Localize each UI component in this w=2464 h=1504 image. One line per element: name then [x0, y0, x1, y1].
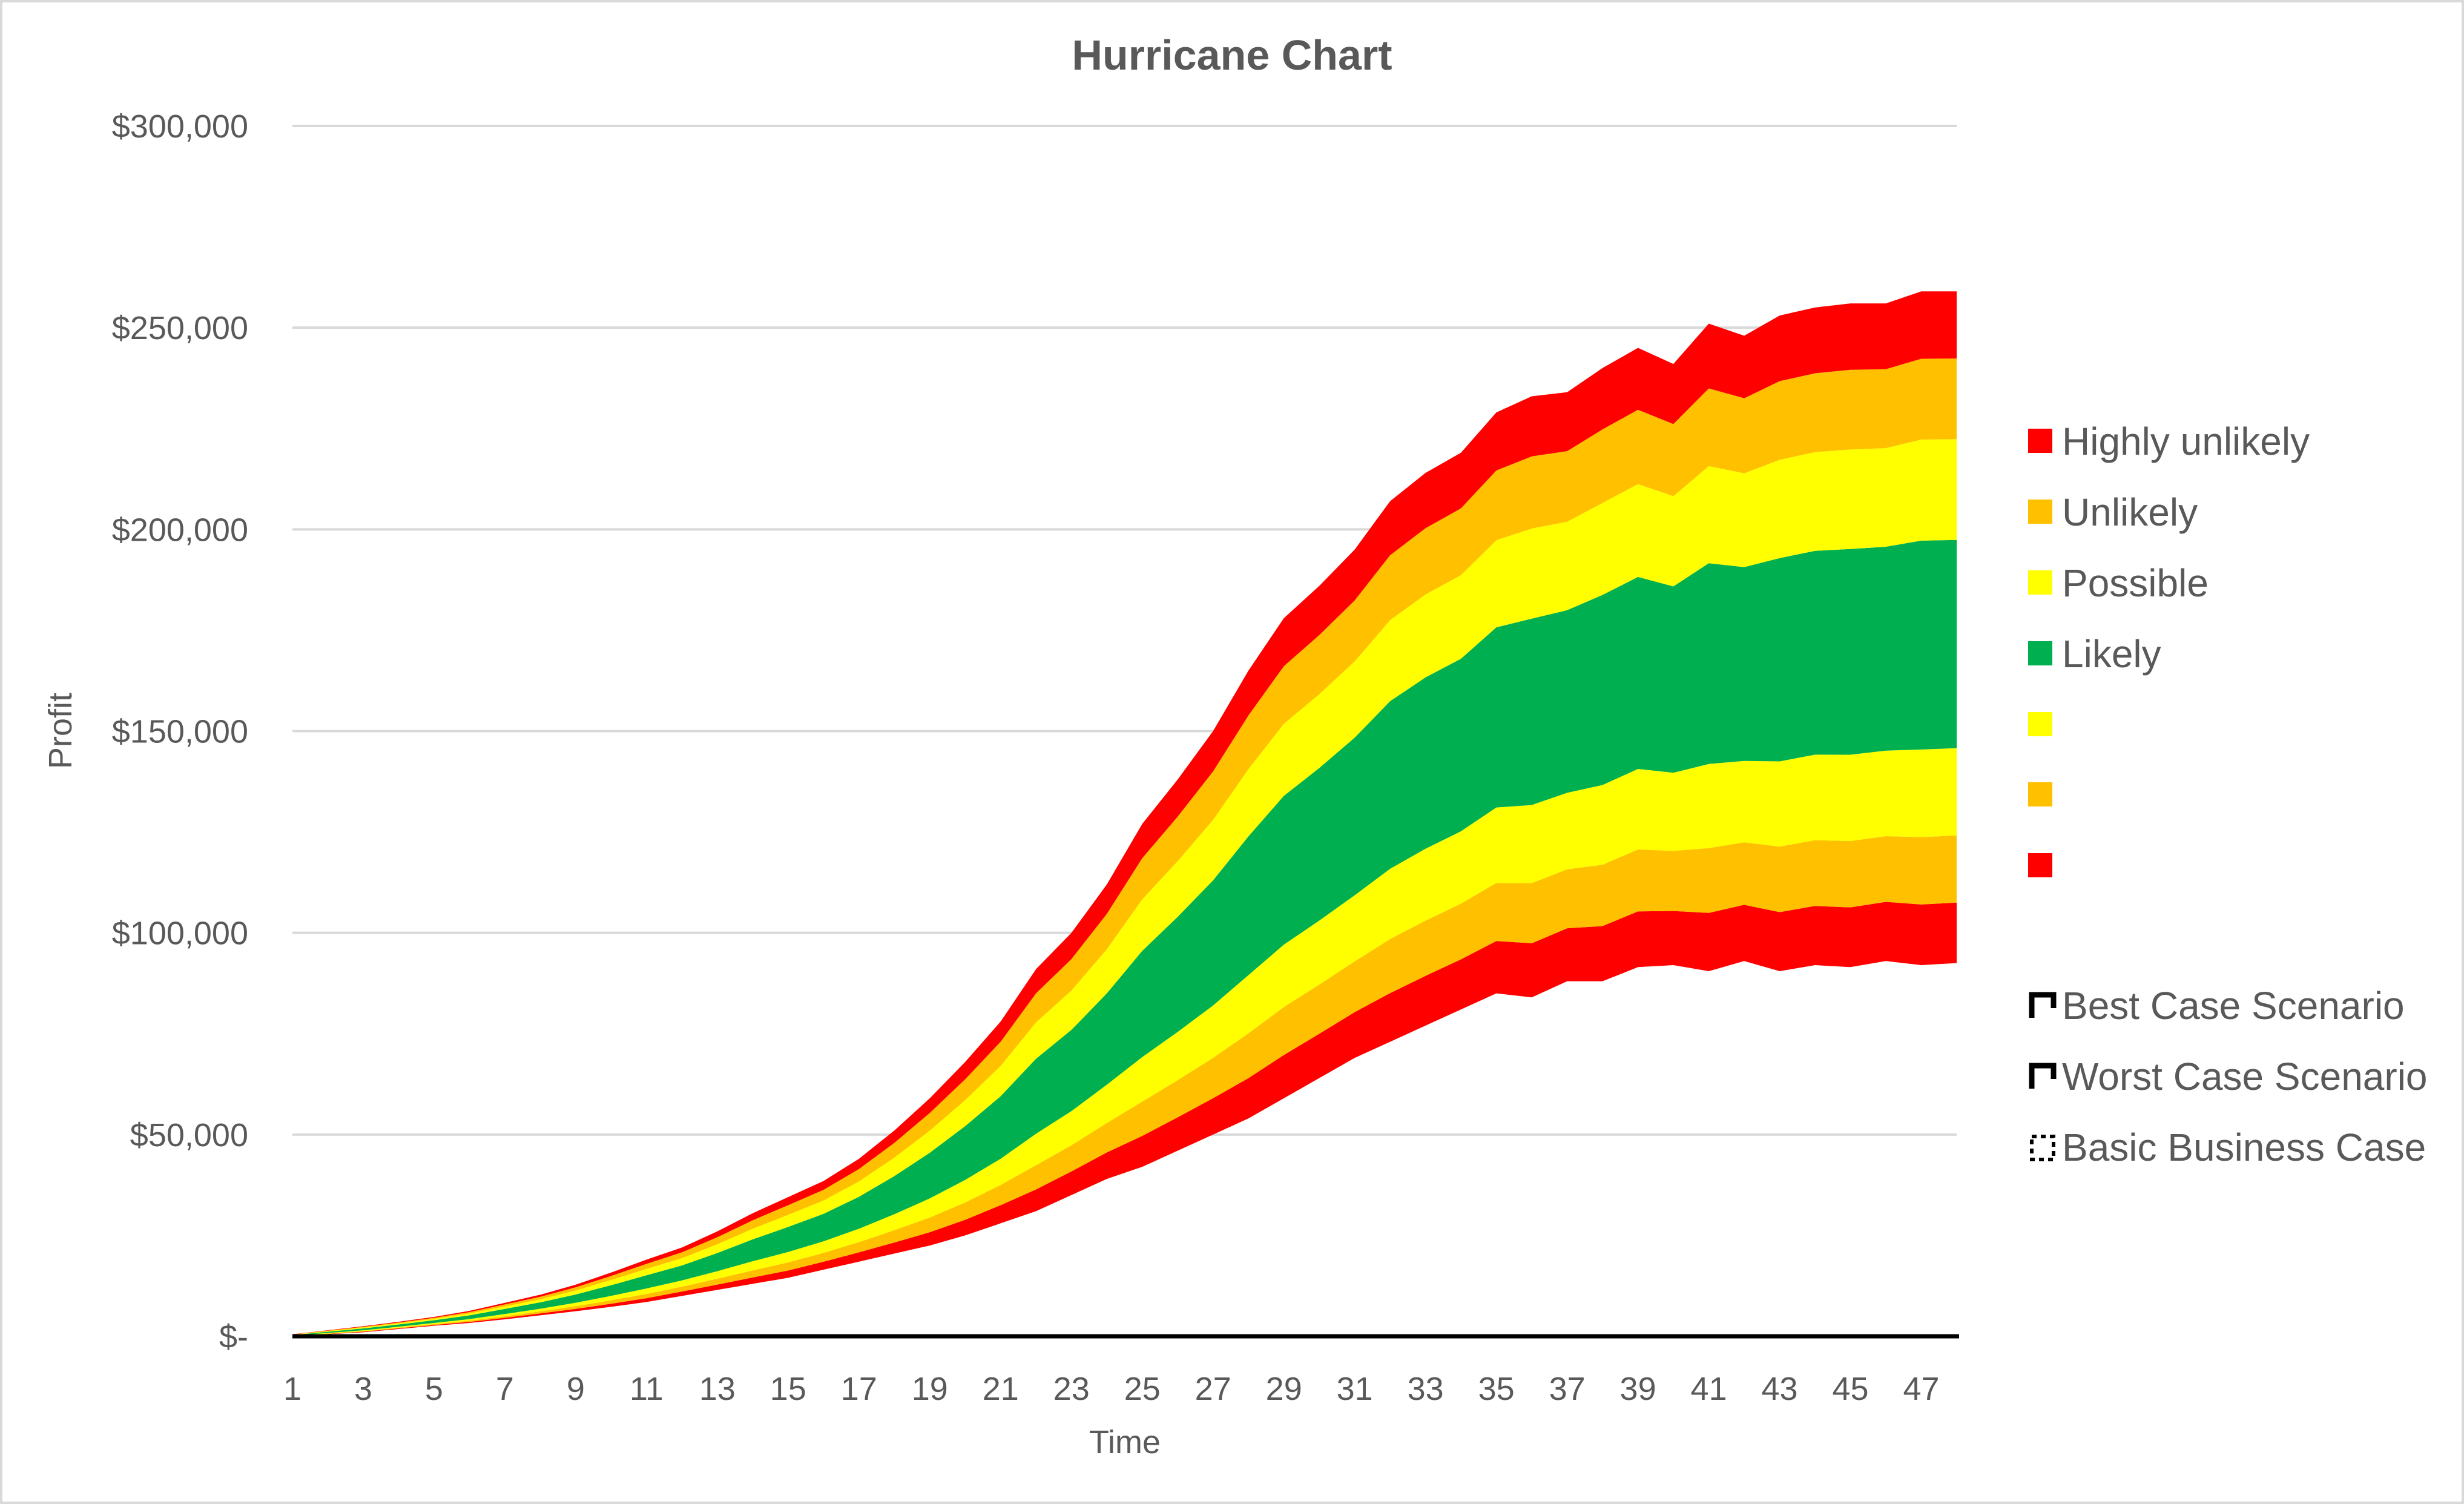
- y-axis-tick-labels: $- $50,000 $100,000 $150,000 $200,000 $250,00…: [112, 108, 248, 1355]
- y-tick-label: $100,000: [112, 915, 248, 952]
- legend-swatch: [2028, 641, 2052, 665]
- legend-swatch: [2028, 712, 2052, 736]
- x-tick-label: 7: [496, 1371, 514, 1407]
- legend-label: Unlikely: [2062, 490, 2198, 534]
- legend-line-icon: [2030, 1135, 2055, 1161]
- y-tick-label: $250,000: [112, 310, 248, 346]
- legend-item: [2028, 853, 2052, 877]
- legend-line-icon: [2029, 1063, 2057, 1089]
- x-tick-label: 33: [1408, 1371, 1444, 1407]
- legend-label: Basic Business Case: [2062, 1126, 2426, 1169]
- legend-swatch: [2028, 570, 2052, 595]
- legend-label: Possible: [2062, 561, 2209, 605]
- x-tick-label: 1: [283, 1371, 301, 1407]
- x-tick-label: 35: [1478, 1371, 1515, 1407]
- legend: Highly unlikely Unlikely Possible Likely Bes…: [2028, 420, 2428, 1169]
- x-tick-label: 37: [1549, 1371, 1586, 1407]
- legend-swatch: [2028, 782, 2052, 806]
- legend-swatch: [2028, 429, 2052, 453]
- x-tick-label: 17: [841, 1371, 877, 1407]
- y-tick-label: $200,000: [112, 512, 248, 548]
- x-tick-label: 15: [770, 1371, 806, 1407]
- y-tick-label: $50,000: [130, 1117, 248, 1153]
- legend-label: Likely: [2062, 632, 2161, 676]
- legend-item: Highly unlikely: [2028, 420, 2310, 463]
- legend-item: Best Case Scenario: [2029, 984, 2405, 1027]
- x-tick-label: 9: [567, 1371, 585, 1407]
- area-band-6: [292, 358, 1957, 1335]
- legend-line-icon: [2029, 992, 2057, 1018]
- legend-item: Basic Business Case: [2030, 1126, 2426, 1169]
- x-tick-label: 11: [630, 1371, 664, 1407]
- x-tick-label: 23: [1053, 1371, 1090, 1407]
- legend-label: Worst Case Scenario: [2062, 1055, 2428, 1098]
- y-tick-label: $150,000: [112, 714, 248, 750]
- x-axis-tick-labels: 1 3 5 7 9 11 13 15 17 19 21 23 25 27 29 31 33 35 37 39 41 43 4…: [283, 1371, 1940, 1407]
- legend-swatch: [2028, 853, 2052, 877]
- legend-item: Likely: [2028, 632, 2161, 676]
- x-axis-title: Time: [1089, 1424, 1161, 1460]
- x-tick-label: 31: [1337, 1371, 1373, 1407]
- x-tick-label: 25: [1124, 1371, 1161, 1407]
- x-tick-label: 21: [983, 1371, 1019, 1407]
- legend-label: Highly unlikely: [2062, 420, 2310, 463]
- area-band-4: [292, 539, 1957, 1336]
- area-band-5: [292, 439, 1957, 1335]
- area-band-3: [292, 748, 1957, 1336]
- chart-title: Hurricane Chart: [1072, 31, 1392, 79]
- legend-item: Worst Case Scenario: [2029, 1055, 2428, 1098]
- y-tick-label: $-: [219, 1319, 248, 1355]
- y-axis-title: Profit: [42, 693, 79, 769]
- x-tick-label: 3: [354, 1371, 372, 1407]
- legend-item: [2028, 782, 2052, 806]
- x-tick-label: 27: [1195, 1371, 1231, 1407]
- x-tick-label: 45: [1832, 1371, 1868, 1407]
- x-tick-label: 29: [1266, 1371, 1302, 1407]
- x-tick-label: 43: [1762, 1371, 1798, 1407]
- legend-item: Unlikely: [2028, 490, 2198, 534]
- legend-swatch: [2028, 500, 2052, 524]
- legend-item: Possible: [2028, 561, 2209, 605]
- x-tick-label: 19: [912, 1371, 948, 1407]
- area-band-2: [292, 835, 1957, 1336]
- plot-areas: [292, 291, 1957, 1336]
- y-tick-label: $300,000: [112, 108, 248, 145]
- legend-item: [2028, 712, 2052, 736]
- area-band-1: [292, 902, 1957, 1336]
- x-tick-label: 39: [1620, 1371, 1656, 1407]
- x-tick-label: 47: [1903, 1371, 1939, 1407]
- legend-label: Best Case Scenario: [2062, 984, 2405, 1027]
- x-tick-label: 5: [425, 1371, 443, 1407]
- x-tick-label: 41: [1691, 1371, 1727, 1407]
- x-tick-label: 13: [699, 1371, 736, 1407]
